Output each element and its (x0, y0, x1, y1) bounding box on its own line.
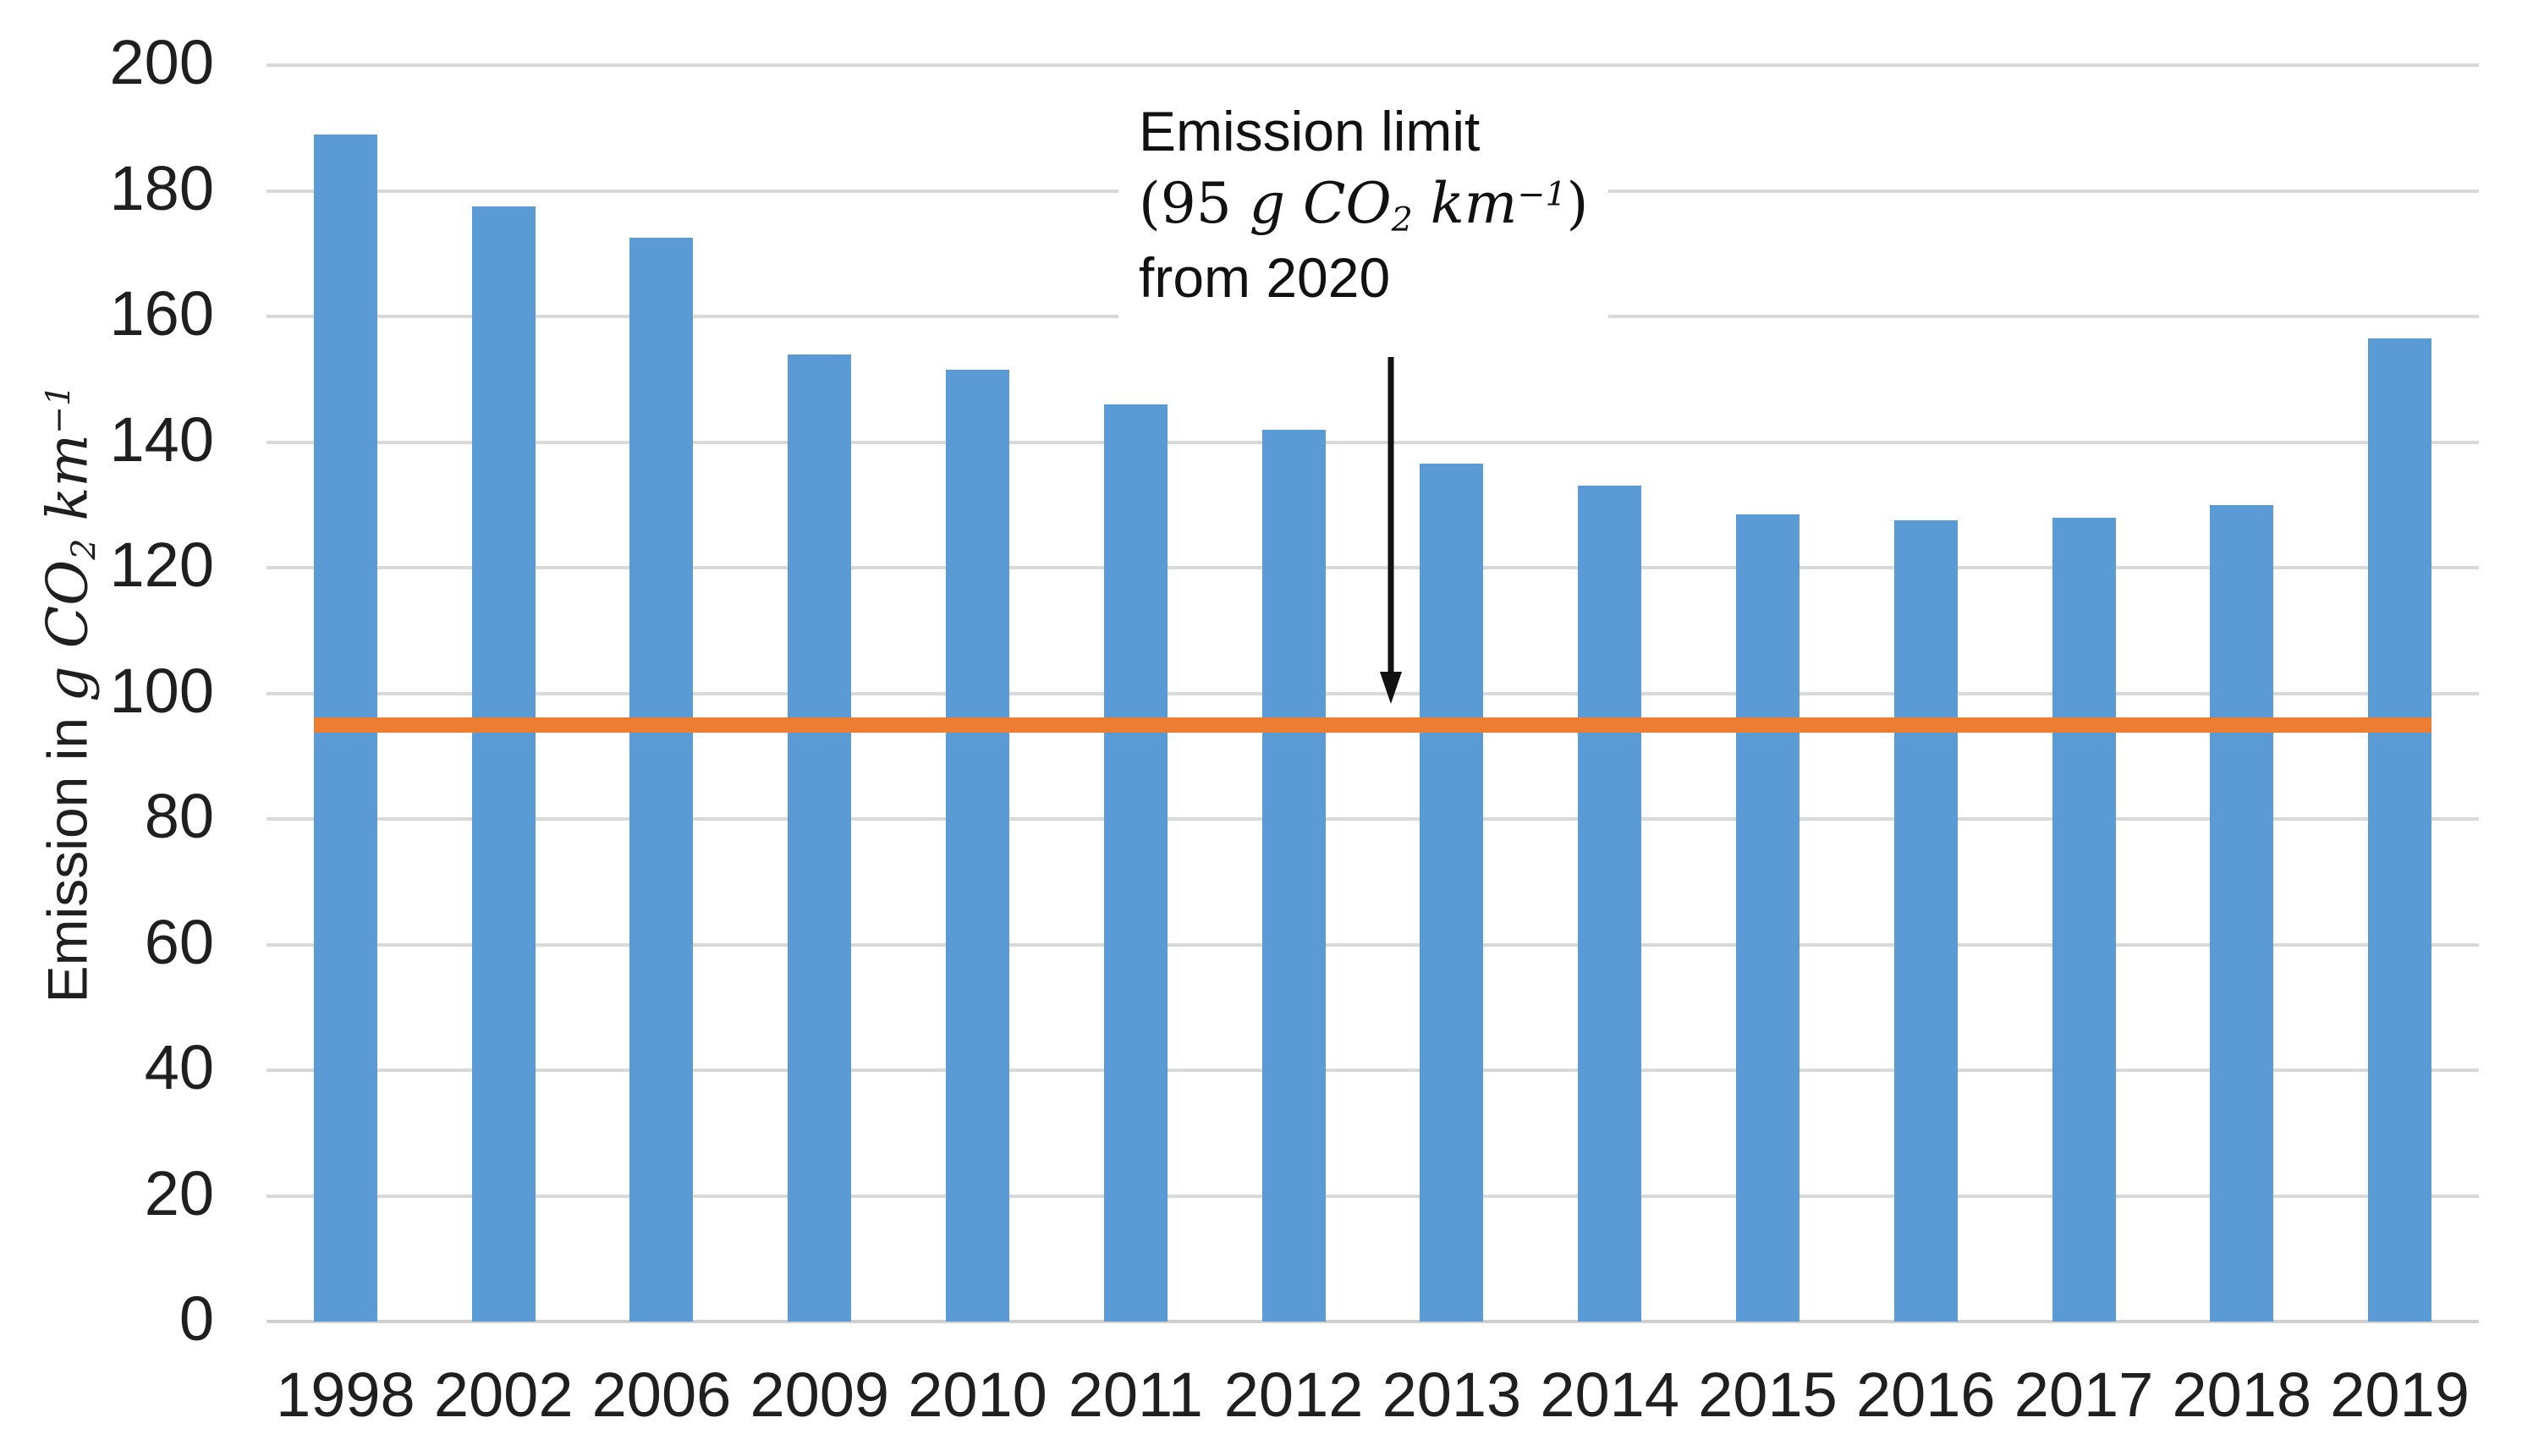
y-tick-label-100: 100 (109, 655, 214, 726)
annotation-line-2: (95 g CO2 km−1) (1139, 168, 1588, 240)
bar-2013 (1420, 464, 1484, 1321)
y-axis-title-math-km: km (35, 433, 101, 539)
annotation-superscript: −1 (1517, 175, 1567, 215)
x-tick-label-2019: 2019 (2330, 1360, 2470, 1430)
x-tick-label-2018: 2018 (2172, 1360, 2312, 1430)
bar-2019 (2368, 338, 2432, 1321)
y-axis-title: Emission in g CO2 km−1 (35, 384, 104, 1003)
annotation-subscript: 2 (1391, 201, 1413, 240)
y-tick-label-160: 160 (109, 278, 214, 349)
bar-2017 (2052, 517, 2116, 1321)
gridline-y-0 (266, 1320, 2479, 1323)
bar-2006 (629, 238, 694, 1321)
bar-2015 (1735, 514, 1799, 1321)
annotation-math-km: km (1412, 171, 1518, 237)
gridline-y-80 (266, 817, 2479, 821)
y-axis-title-subscript: 2 (64, 538, 104, 560)
y-axis-title-prefix: Emission in (36, 701, 99, 1003)
x-tick-label-2017: 2017 (2014, 1360, 2154, 1430)
annotation-open-paren-95: (95 (1139, 171, 1250, 237)
bar-2011 (1103, 404, 1168, 1321)
y-tick-label-80: 80 (144, 781, 214, 852)
x-tick-label-2014: 2014 (1540, 1360, 1679, 1430)
bar-2009 (788, 354, 852, 1321)
annotation-line-1: Emission limit (1139, 100, 1481, 162)
y-axis-title-superscript: −1 (39, 384, 79, 434)
y-tick-label-200: 200 (109, 27, 214, 98)
annotation-close-paren: ) (1566, 171, 1589, 237)
x-tick-label-2015: 2015 (1698, 1360, 1838, 1430)
x-tick-label-2010: 2010 (908, 1360, 1047, 1430)
gridline-y-100 (266, 691, 2479, 695)
annotation-emission-limit: Emission limit (95 g CO2 km−1) from 2020 (1118, 85, 1609, 330)
x-tick-label-1998: 1998 (276, 1360, 415, 1430)
y-tick-label-20: 20 (144, 1157, 214, 1228)
annotation-line-3: from 2020 (1139, 245, 1391, 309)
y-tick-label-60: 60 (144, 906, 214, 977)
bar-2018 (2210, 504, 2274, 1321)
y-tick-label-180: 180 (109, 152, 214, 223)
bar-2002 (471, 206, 536, 1321)
y-tick-label-40: 40 (144, 1032, 214, 1103)
y-tick-label-140: 140 (109, 404, 214, 475)
y-axis-title-math-g-co: g CO (35, 559, 101, 702)
x-tick-label-2012: 2012 (1223, 1360, 1364, 1430)
bar-2012 (1261, 429, 1326, 1321)
x-tick-label-2009: 2009 (750, 1360, 890, 1430)
x-tick-label-2013: 2013 (1382, 1360, 1522, 1430)
x-tick-label-2002: 2002 (433, 1360, 574, 1430)
bar-2014 (1578, 486, 1642, 1321)
x-tick-label-2006: 2006 (591, 1360, 732, 1430)
gridline-y-20 (266, 1194, 2479, 1198)
gridline-y-140 (266, 440, 2479, 444)
gridline-y-120 (266, 566, 2479, 569)
x-tick-label-2016: 2016 (1855, 1360, 1996, 1430)
down-arrow-icon (1380, 357, 1402, 704)
x-tick-label-2011: 2011 (1068, 1360, 1203, 1430)
y-tick-label-0: 0 (179, 1283, 214, 1354)
gridline-y-40 (266, 1069, 2479, 1072)
emission-limit-line (313, 717, 2432, 733)
bar-2016 (1893, 520, 1958, 1321)
annotation-math-g-co: g CO (1249, 171, 1392, 237)
gridline-y-200 (266, 63, 2479, 67)
gridline-y-60 (266, 942, 2479, 947)
y-tick-label-120: 120 (109, 530, 214, 601)
bar-2010 (946, 370, 1010, 1321)
